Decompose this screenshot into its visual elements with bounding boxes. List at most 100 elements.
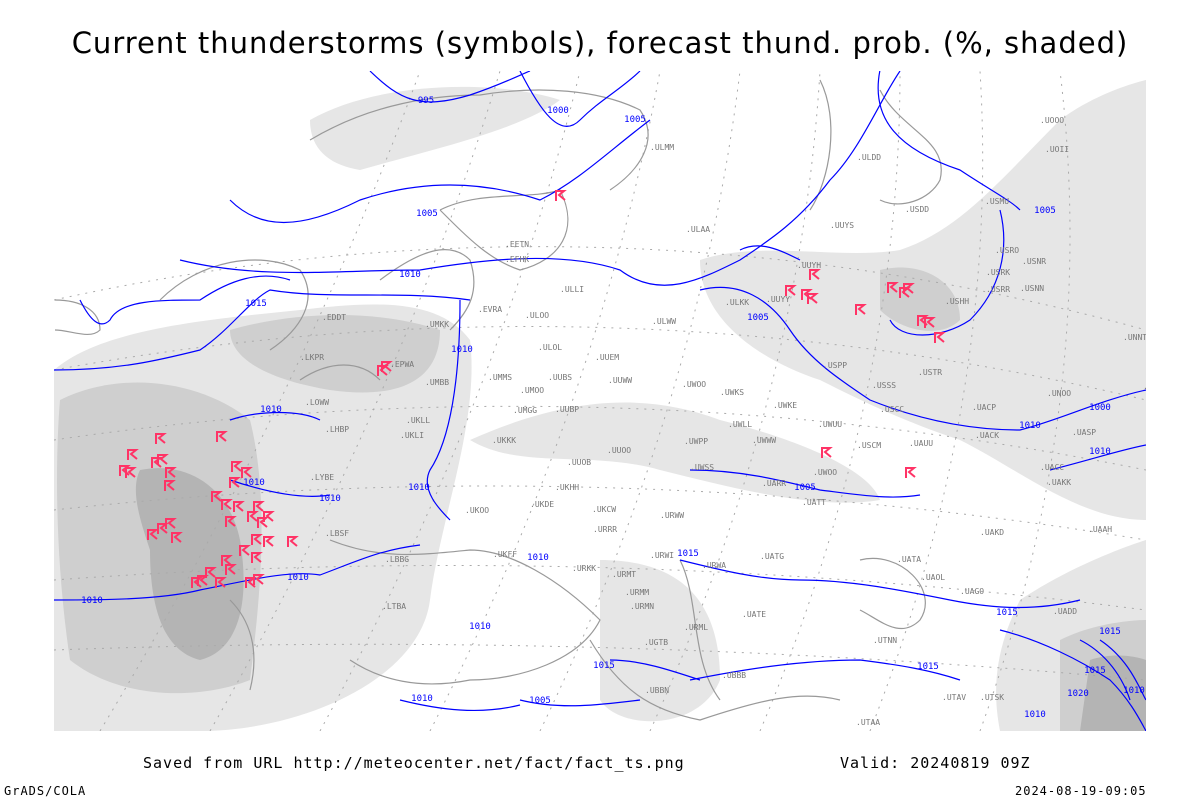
isobar-line bbox=[699, 286, 1146, 431]
station-label: .UASP bbox=[1072, 428, 1096, 437]
isobar-line bbox=[426, 299, 461, 521]
station-label: .UAUU bbox=[909, 439, 933, 448]
coastline bbox=[159, 259, 309, 351]
station-label: .USCC bbox=[880, 405, 904, 414]
coastline bbox=[879, 89, 942, 205]
isobar-line bbox=[1079, 639, 1146, 701]
isobar-label: 1010 bbox=[243, 478, 265, 488]
probability-shade-area bbox=[600, 560, 720, 722]
isobar-label: 1015 bbox=[1099, 627, 1121, 637]
thunderstorm-icon bbox=[211, 491, 223, 502]
isobar-label: 1010 bbox=[319, 494, 341, 504]
parallel-line bbox=[54, 405, 1146, 471]
generated-timestamp: 2024-08-19-09:05 bbox=[1015, 784, 1147, 798]
thunderstorm-icon bbox=[125, 467, 137, 478]
station-label: .ULDD bbox=[857, 153, 881, 162]
station-label: .URWI bbox=[650, 551, 674, 560]
station-label: .UUYH bbox=[797, 261, 821, 270]
coastline bbox=[309, 89, 649, 191]
meridian-line bbox=[429, 71, 661, 731]
station-label: .LYBE bbox=[310, 473, 334, 482]
station-label: .UAKK bbox=[1047, 478, 1071, 487]
thunderstorm-icon bbox=[229, 477, 241, 488]
thunderstorm-icon bbox=[899, 287, 911, 298]
station-label: .EDDT bbox=[322, 313, 346, 322]
thunderstorm-icon bbox=[215, 577, 227, 588]
station-label: .UUYY bbox=[766, 295, 790, 304]
station-label: .UAOL bbox=[921, 573, 945, 582]
coastline bbox=[299, 364, 381, 381]
station-label: .UATG bbox=[760, 552, 784, 561]
coastlines bbox=[54, 79, 942, 721]
source-url-text: Saved from URL http://meteocenter.net/fa… bbox=[143, 754, 685, 772]
thunderstorm-icon bbox=[165, 467, 177, 478]
isobar-line bbox=[1049, 444, 1146, 471]
thunderstorm-icon bbox=[164, 480, 176, 491]
coastline bbox=[329, 539, 601, 685]
thunderstorm-icon bbox=[257, 517, 269, 528]
coastline bbox=[439, 189, 569, 271]
station-label: .UMBB bbox=[425, 378, 449, 387]
station-label: .UKLI bbox=[400, 431, 424, 440]
thunderstorm-icon bbox=[225, 564, 237, 575]
station-label: .ULWW bbox=[652, 317, 676, 326]
station-label: .UATT bbox=[802, 498, 826, 507]
probability-shade-area bbox=[310, 86, 560, 170]
isobars bbox=[54, 71, 1146, 731]
station-label: .UNOO bbox=[1047, 389, 1071, 398]
thunderstorm-icon bbox=[165, 518, 177, 529]
isobar-label: 1010 bbox=[451, 345, 473, 355]
isobar-label: 1005 bbox=[794, 483, 816, 493]
station-label: .USMU bbox=[985, 197, 1009, 206]
meridian-line bbox=[979, 71, 1071, 731]
station-label: .UAAH bbox=[1088, 525, 1112, 534]
station-label: .USRO bbox=[995, 246, 1019, 255]
isobar-line bbox=[689, 469, 921, 498]
isobar-label: 1010 bbox=[1089, 447, 1111, 457]
station-label: .UKDE bbox=[530, 500, 554, 509]
thunderstorm-icon bbox=[887, 282, 899, 293]
meridian-line bbox=[319, 71, 581, 731]
isobar-labels: 995 1000 1005 1005 1010 1015 1010 1010 1010 1010 1… bbox=[81, 96, 1145, 720]
thunderstorm-icon bbox=[147, 529, 159, 540]
station-label: .UWSS bbox=[690, 463, 714, 472]
isobar-line bbox=[679, 559, 1081, 609]
station-label: .ULOL bbox=[538, 343, 562, 352]
station-label: .UGTB bbox=[644, 638, 668, 647]
station-label: .UWKS bbox=[720, 388, 744, 397]
isobar-label: 1015 bbox=[1084, 666, 1106, 676]
isobar-label: 1005 bbox=[747, 313, 769, 323]
station-label: .ULOO bbox=[525, 311, 549, 320]
isobar-line bbox=[889, 209, 1005, 336]
thunderstorm-icon bbox=[221, 555, 233, 566]
station-label: .EFHK bbox=[505, 255, 529, 264]
thunderstorm-icon bbox=[809, 269, 821, 280]
station-label: .USDD bbox=[905, 205, 929, 214]
thunderstorm-icon bbox=[381, 361, 393, 372]
thunderstorm-symbols bbox=[119, 190, 946, 588]
meridian-line bbox=[209, 71, 501, 731]
thunderstorm-icon bbox=[785, 285, 797, 296]
station-label: .UWUU bbox=[818, 420, 842, 429]
thunderstorm-icon bbox=[263, 536, 275, 547]
station-label: .UBBB bbox=[722, 671, 746, 680]
thunderstorm-icon bbox=[924, 317, 936, 328]
station-label: .UUEM bbox=[595, 353, 619, 362]
coastline bbox=[809, 79, 832, 211]
station-label: .USSS bbox=[872, 381, 896, 390]
thunderstorm-icon bbox=[151, 457, 163, 468]
isobar-label: 1020 bbox=[1067, 689, 1089, 699]
isobar-label: 1005 bbox=[529, 696, 551, 706]
station-label: .EETN bbox=[505, 240, 529, 249]
thunderstorm-icon bbox=[171, 532, 183, 543]
isobar-line bbox=[399, 699, 521, 712]
isobar-line bbox=[519, 71, 641, 127]
coastline bbox=[229, 599, 255, 691]
station-label: .URRR bbox=[593, 525, 617, 534]
station-label: .USHH bbox=[945, 297, 969, 306]
coastline bbox=[589, 639, 841, 721]
isobar-label: 1010 bbox=[1123, 686, 1145, 696]
isobar-label: 1015 bbox=[593, 661, 615, 671]
station-label: .LHBP bbox=[325, 425, 349, 434]
station-label: .URMN bbox=[630, 602, 654, 611]
